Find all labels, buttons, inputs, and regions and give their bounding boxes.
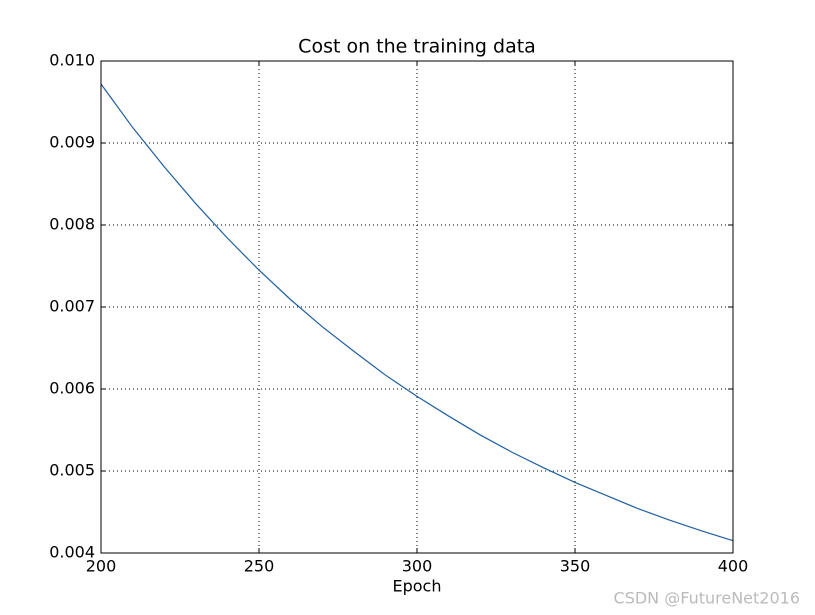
y-tick-label: 0.008 [49, 215, 95, 234]
chart-title: Cost on the training data [298, 36, 536, 58]
x-tick-label: 350 [560, 557, 591, 576]
y-tick-label: 0.010 [49, 51, 95, 70]
x-tick-label: 300 [402, 557, 433, 576]
plot-frame [100, 60, 734, 554]
x-tick-label: 400 [718, 557, 749, 576]
watermark: CSDN @FutureNet2016 [614, 589, 800, 608]
y-tick-label: 0.006 [49, 379, 95, 398]
y-tick-label: 0.004 [49, 543, 95, 562]
y-tick-label: 0.009 [49, 133, 95, 152]
y-tick-label: 0.005 [49, 461, 95, 480]
x-tick-label: 200 [86, 557, 117, 576]
y-tick-label: 0.007 [49, 297, 95, 316]
data-line [100, 83, 734, 542]
x-tick-label: 250 [244, 557, 275, 576]
x-axis-label: Epoch [393, 577, 442, 596]
